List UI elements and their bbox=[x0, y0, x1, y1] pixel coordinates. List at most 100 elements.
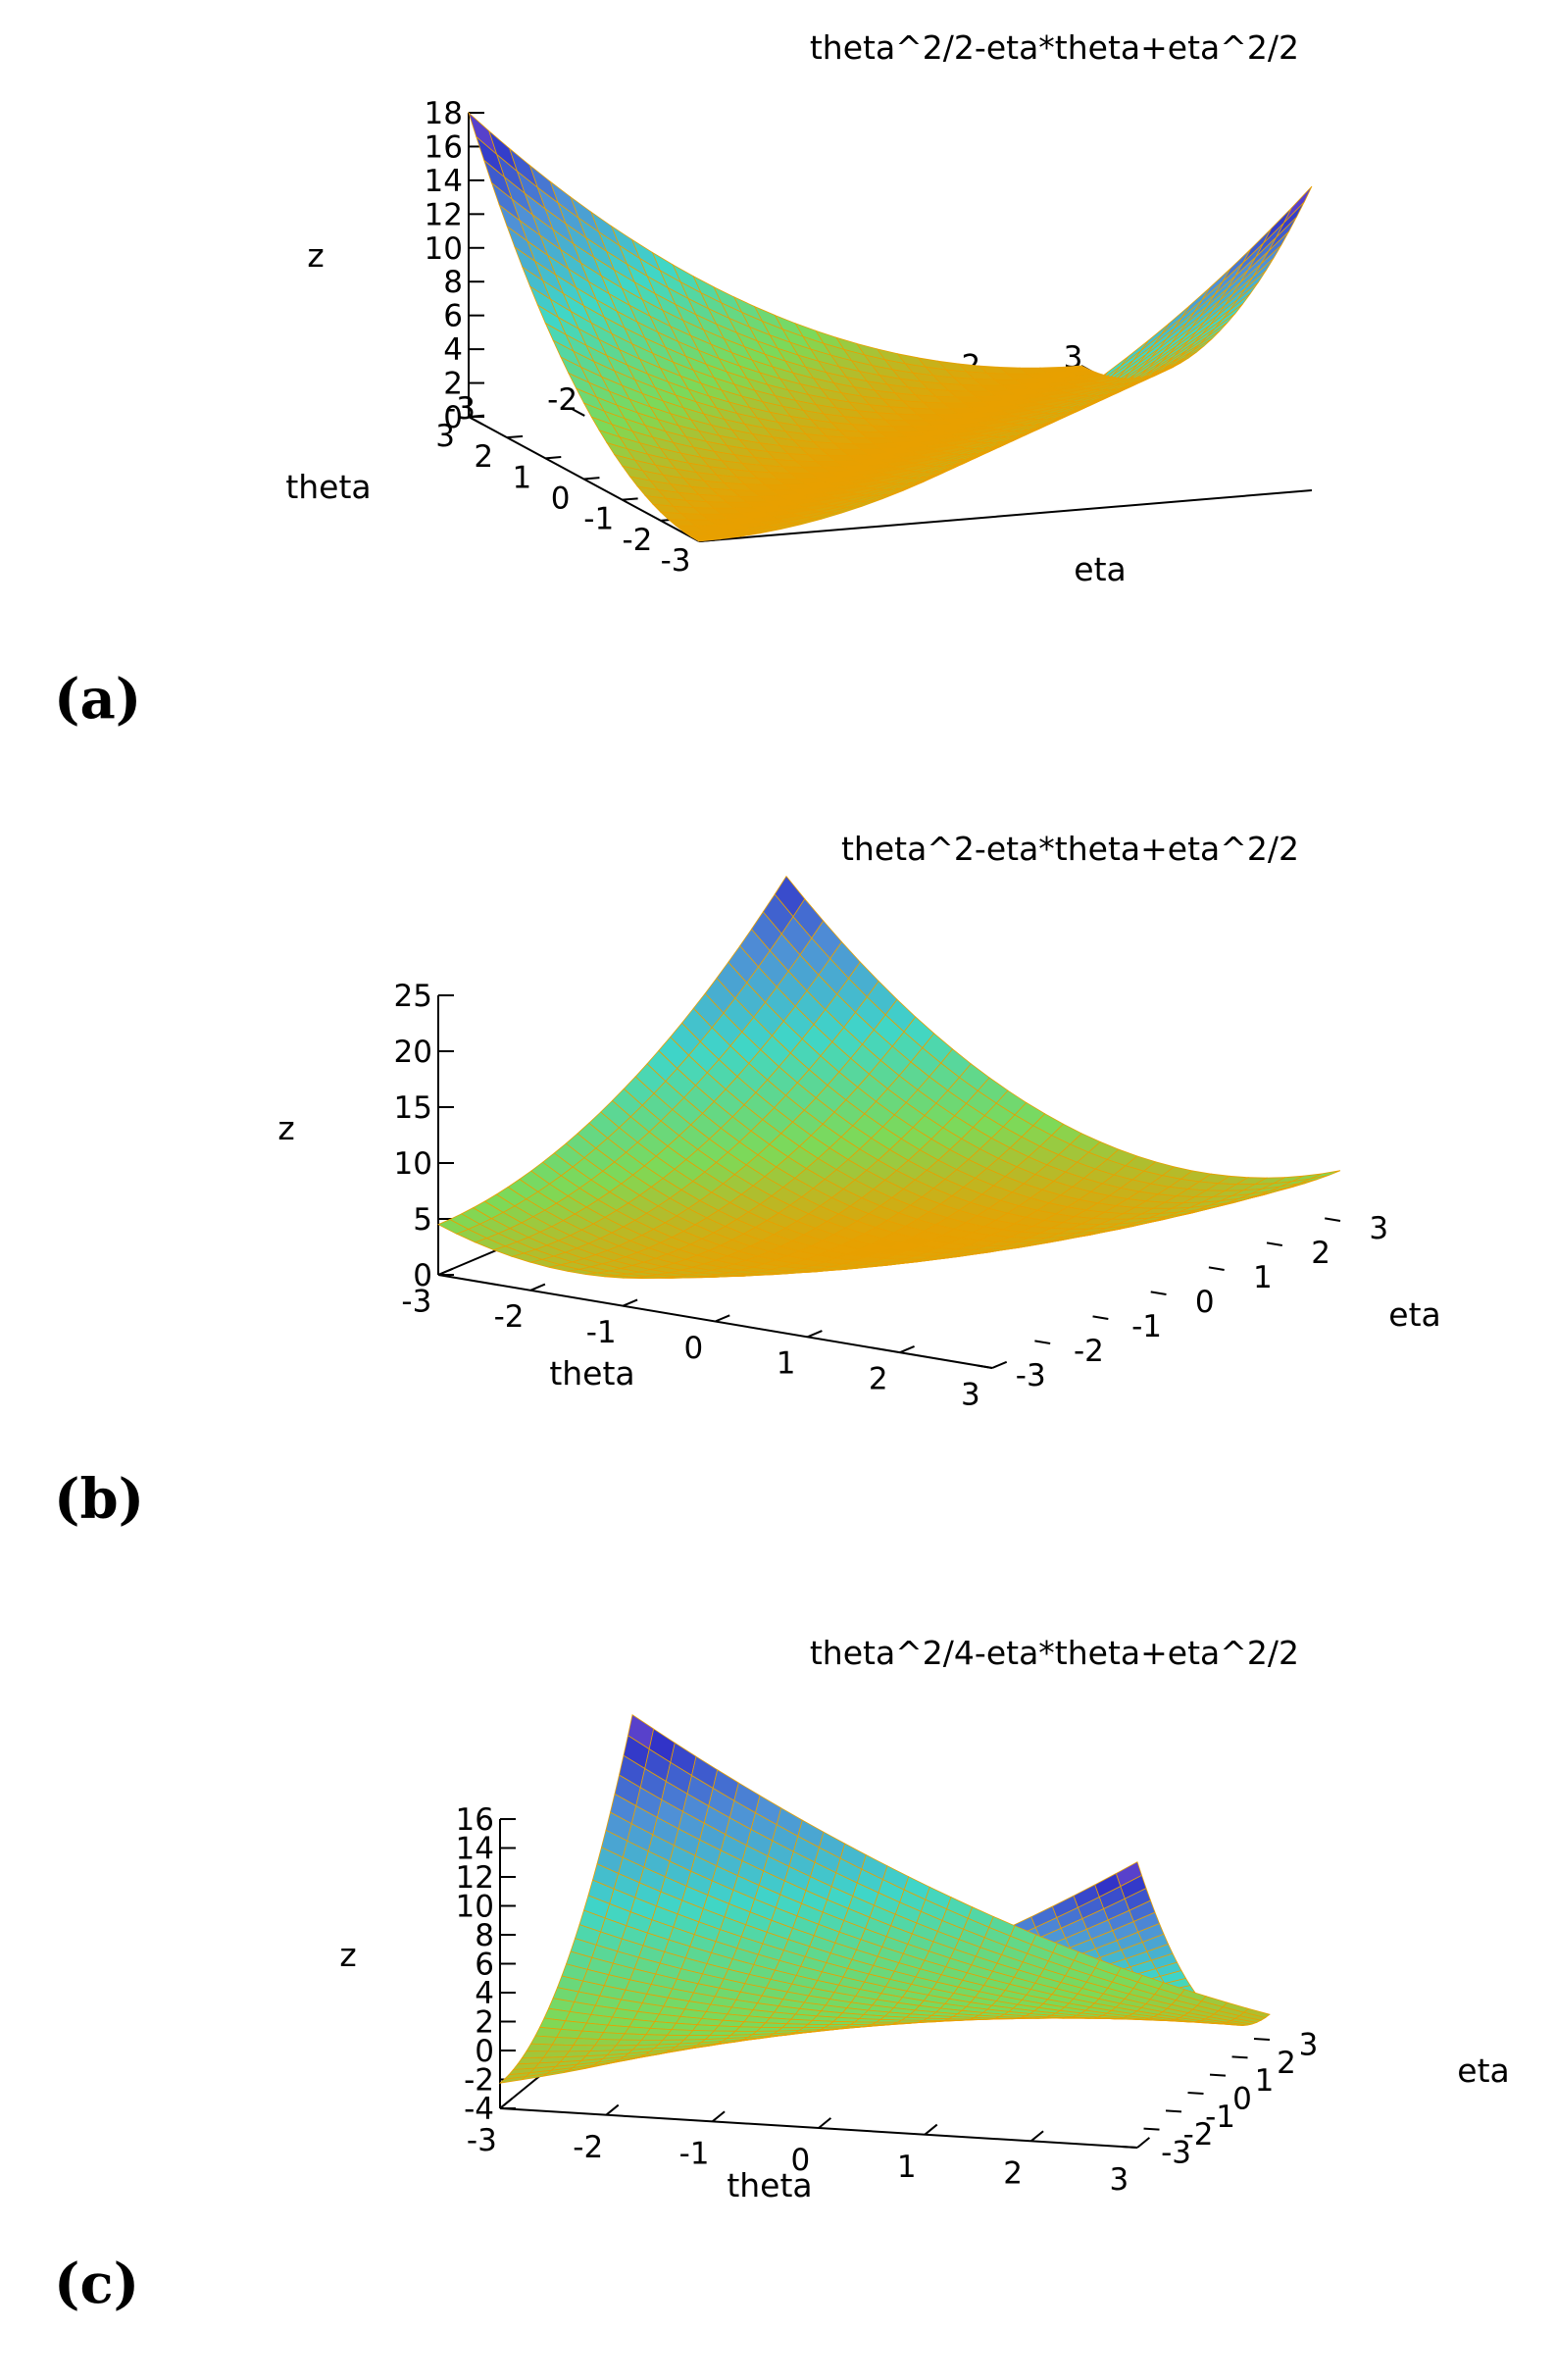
eta-tick-label: -3 bbox=[1161, 2136, 1191, 2171]
eta-tick-mark bbox=[1034, 1340, 1051, 1344]
panel-label: (b) bbox=[54, 1467, 144, 1532]
eta-tick-label: -2 bbox=[1074, 1334, 1104, 1369]
panel-a: theta^2/2-eta*theta+eta^2/2 0 246810121416… bbox=[54, 28, 1313, 732]
eta-axis-label: eta bbox=[1388, 1295, 1440, 1334]
theta-tick-mark bbox=[924, 2123, 938, 2136]
surface-cell bbox=[526, 2043, 553, 2052]
eta-tick-mark bbox=[1208, 1266, 1225, 1271]
z-tick-label: 2 bbox=[475, 2005, 494, 2041]
theta-axis-label: theta bbox=[285, 468, 371, 506]
surface-cell bbox=[689, 534, 722, 542]
z-tick-label: 4 bbox=[443, 332, 463, 368]
theta-tick-mark bbox=[818, 2117, 832, 2129]
theta-tick-mark bbox=[715, 1314, 730, 1323]
surface-cell bbox=[573, 2038, 600, 2047]
z-tick-label: 4 bbox=[475, 1976, 494, 2011]
eta-tick-label: 0 bbox=[1232, 2082, 1252, 2117]
theta-tick-mark bbox=[545, 456, 562, 460]
z-axis-label: z bbox=[277, 1109, 294, 1147]
theta-tick-label: 1 bbox=[777, 1346, 796, 1382]
theta-tick-label: 0 bbox=[684, 1331, 704, 1366]
eta-tick-label: 1 bbox=[1255, 2063, 1275, 2099]
z-tick-label: 0 bbox=[475, 2034, 494, 2069]
theta-tick-mark bbox=[622, 1298, 638, 1307]
eta-tick-mark bbox=[1143, 2127, 1160, 2131]
z-tick-label: 14 bbox=[425, 164, 463, 199]
eta-tick-mark bbox=[1231, 2055, 1248, 2059]
z-tick-label: 20 bbox=[394, 1035, 432, 1070]
surface-cell bbox=[498, 2076, 527, 2084]
theta-tick-mark bbox=[807, 1330, 823, 1339]
chart-title: theta^2/2-eta*theta+eta^2/2 bbox=[810, 28, 1299, 67]
z-tick-label: -4 bbox=[464, 2092, 494, 2127]
z-tick-label: 16 bbox=[456, 1802, 494, 1838]
z-tick-label: 10 bbox=[456, 1890, 494, 1925]
z-tick-label: 12 bbox=[425, 197, 463, 232]
theta-tick-label: 1 bbox=[513, 460, 532, 495]
surface-cell bbox=[666, 2029, 694, 2037]
eta-tick-mark bbox=[1325, 1217, 1341, 1222]
chart-title: theta^2/4-eta*theta+eta^2/2 bbox=[810, 1634, 1299, 1672]
theta-tick-label: -1 bbox=[586, 1315, 617, 1350]
z-tick-label: 10 bbox=[425, 231, 463, 267]
surface-cell bbox=[948, 2016, 975, 2020]
surface-cell bbox=[1229, 2017, 1259, 2025]
theta-tick-label: 0 bbox=[551, 481, 571, 516]
eta-tick-label: 3 bbox=[1299, 2028, 1319, 2063]
surface-mesh bbox=[437, 875, 1341, 1280]
eta-tick-mark bbox=[1121, 2146, 1138, 2149]
panel-label: (a) bbox=[54, 667, 141, 732]
eta-tick-label: -2 bbox=[547, 382, 577, 418]
theta-tick-label: -3 bbox=[467, 2123, 497, 2158]
eta-tick-mark bbox=[468, 416, 483, 426]
z-tick-label: 6 bbox=[443, 299, 463, 334]
z-tick-label: 12 bbox=[456, 1860, 494, 1896]
eta-tick-label: 2 bbox=[1277, 2046, 1296, 2081]
theta-tick-mark bbox=[499, 2098, 514, 2109]
panel-c: theta^2/4-eta*theta+eta^2/2-4-2024681012… bbox=[54, 1634, 1510, 2316]
theta-tick-label: 0 bbox=[791, 2143, 811, 2178]
theta-tick-mark bbox=[468, 414, 485, 418]
eta-tick-label: -3 bbox=[445, 391, 476, 427]
eta-tick-label: 0 bbox=[1195, 1285, 1215, 1320]
theta-axis-label: theta bbox=[727, 2166, 812, 2204]
theta-tick-label: -2 bbox=[622, 523, 652, 558]
surface-cell bbox=[1282, 185, 1313, 224]
theta-tick-label: -3 bbox=[661, 543, 691, 579]
eta-tick-label: 2 bbox=[1311, 1236, 1330, 1271]
eta-tick-label: -2 bbox=[1183, 2117, 1214, 2152]
z-tick-label: 6 bbox=[475, 1948, 494, 1983]
eta-tick-mark bbox=[1187, 2092, 1204, 2095]
surface-cell bbox=[760, 2022, 788, 2029]
eta-tick-label: -1 bbox=[1205, 2100, 1235, 2135]
z-tick-label: -2 bbox=[464, 2063, 494, 2099]
z-tick-label: 8 bbox=[475, 1918, 494, 1953]
theta-tick-mark bbox=[1136, 2137, 1151, 2149]
z-axis-label: z bbox=[307, 236, 324, 275]
theta-tick-mark bbox=[529, 1283, 546, 1291]
theta-tick-label: -2 bbox=[573, 2130, 603, 2165]
eta-tick-mark bbox=[1165, 2109, 1182, 2113]
eta-axis-line bbox=[698, 489, 1313, 542]
surface-cell bbox=[771, 1266, 802, 1272]
surface-cell bbox=[713, 2025, 741, 2032]
theta-axis-label: theta bbox=[549, 1354, 634, 1393]
z-tick-label: 16 bbox=[425, 129, 463, 165]
z-tick-label: 8 bbox=[443, 265, 463, 300]
z-axis-label: z bbox=[339, 1936, 356, 1974]
theta-tick-mark bbox=[1030, 2130, 1044, 2143]
theta-tick-mark bbox=[437, 1267, 454, 1276]
theta-tick-label: -2 bbox=[494, 1299, 525, 1335]
z-tick-label: 2 bbox=[443, 367, 463, 402]
eta-tick-label: 1 bbox=[1253, 1260, 1273, 1295]
eta-tick-mark bbox=[1092, 1315, 1109, 1320]
theta-tick-mark bbox=[622, 497, 638, 501]
theta-tick-label: 3 bbox=[961, 1377, 980, 1412]
theta-tick-label: 2 bbox=[1003, 2155, 1023, 2191]
eta-tick-mark bbox=[1209, 2073, 1227, 2077]
theta-tick-label: 3 bbox=[1110, 2162, 1129, 2198]
z-tick-label: 18 bbox=[425, 96, 463, 131]
eta-axis-label: eta bbox=[1457, 2051, 1509, 2090]
theta-tick-mark bbox=[583, 477, 600, 481]
